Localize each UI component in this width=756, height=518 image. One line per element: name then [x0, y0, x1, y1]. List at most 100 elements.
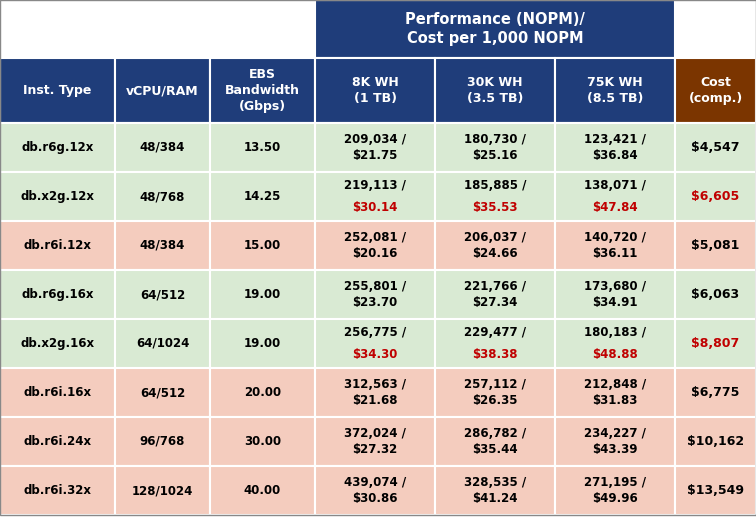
Bar: [210, 172, 315, 221]
Text: 180,183 /: 180,183 /: [584, 326, 646, 339]
Bar: [555, 466, 675, 515]
Bar: [675, 0, 756, 58]
Bar: [435, 172, 555, 221]
Text: 13.50: 13.50: [244, 141, 281, 154]
Text: 206,037 /
$24.66: 206,037 / $24.66: [464, 231, 526, 260]
Text: 252,081 /
$20.16: 252,081 / $20.16: [344, 231, 406, 260]
Text: 40.00: 40.00: [244, 484, 281, 497]
Text: 123,421 /
$36.84: 123,421 / $36.84: [584, 133, 646, 162]
Bar: [555, 368, 675, 417]
Text: 257,112 /
$26.35: 257,112 / $26.35: [464, 378, 526, 407]
Text: 128/1024: 128/1024: [132, 484, 194, 497]
Text: 30.00: 30.00: [244, 435, 281, 448]
Bar: [0, 319, 115, 368]
Bar: [115, 270, 210, 319]
Text: 229,477 /: 229,477 /: [464, 326, 526, 339]
Bar: [0, 221, 115, 270]
Bar: [675, 221, 756, 270]
Text: 209,034 /
$21.75: 209,034 / $21.75: [344, 133, 406, 162]
Text: 48/384: 48/384: [140, 141, 185, 154]
Text: 64/512: 64/512: [140, 386, 185, 399]
Text: 48/384: 48/384: [140, 239, 185, 252]
Text: $34.30: $34.30: [352, 348, 398, 361]
Bar: [555, 123, 675, 172]
Text: 64/512: 64/512: [140, 288, 185, 301]
Text: db.r6i.12x: db.r6i.12x: [23, 239, 91, 252]
Text: 15.00: 15.00: [244, 239, 281, 252]
Text: $6,605: $6,605: [692, 190, 739, 203]
Text: 221,766 /
$27.34: 221,766 / $27.34: [464, 280, 526, 309]
Text: 212,848 /
$31.83: 212,848 / $31.83: [584, 378, 646, 407]
Bar: [555, 172, 675, 221]
Text: 173,680 /
$34.91: 173,680 / $34.91: [584, 280, 646, 309]
Text: $4,547: $4,547: [691, 141, 740, 154]
Text: 439,074 /
$30.86: 439,074 / $30.86: [344, 476, 406, 505]
Bar: [675, 368, 756, 417]
Text: $6,063: $6,063: [692, 288, 739, 301]
Bar: [210, 58, 315, 123]
Text: vCPU/RAM: vCPU/RAM: [126, 84, 199, 97]
Bar: [210, 319, 315, 368]
Text: 48/768: 48/768: [140, 190, 185, 203]
Text: 219,113 /: 219,113 /: [344, 179, 406, 192]
Bar: [315, 58, 435, 123]
Bar: [0, 270, 115, 319]
Text: 312,563 /
$21.68: 312,563 / $21.68: [344, 378, 406, 407]
Bar: [555, 270, 675, 319]
Text: 30K WH
(3.5 TB): 30K WH (3.5 TB): [466, 76, 523, 105]
Bar: [210, 466, 315, 515]
Bar: [435, 270, 555, 319]
Bar: [315, 319, 435, 368]
Text: 14.25: 14.25: [244, 190, 281, 203]
Bar: [315, 417, 435, 466]
Text: Inst. Type: Inst. Type: [23, 84, 91, 97]
Bar: [675, 417, 756, 466]
Text: Performance (NOPM)/
Cost per 1,000 NOPM: Performance (NOPM)/ Cost per 1,000 NOPM: [405, 12, 585, 46]
Text: db.r6g.16x: db.r6g.16x: [21, 288, 94, 301]
Text: 140,720 /
$36.11: 140,720 / $36.11: [584, 231, 646, 260]
Bar: [210, 123, 315, 172]
Text: 286,782 /
$35.44: 286,782 / $35.44: [464, 427, 526, 456]
Text: 96/768: 96/768: [140, 435, 185, 448]
Text: 64/1024: 64/1024: [136, 337, 189, 350]
Bar: [315, 221, 435, 270]
Text: 180,730 /
$25.16: 180,730 / $25.16: [464, 133, 526, 162]
Bar: [675, 270, 756, 319]
Bar: [0, 0, 115, 58]
Bar: [435, 368, 555, 417]
Bar: [555, 221, 675, 270]
Bar: [210, 417, 315, 466]
Bar: [315, 270, 435, 319]
Bar: [435, 417, 555, 466]
Bar: [0, 58, 115, 123]
Text: 20.00: 20.00: [244, 386, 281, 399]
Text: 255,801 /
$23.70: 255,801 / $23.70: [344, 280, 406, 309]
Text: 271,195 /
$49.96: 271,195 / $49.96: [584, 476, 646, 505]
Bar: [115, 172, 210, 221]
Bar: [0, 368, 115, 417]
Bar: [555, 319, 675, 368]
Bar: [315, 0, 675, 58]
Bar: [315, 368, 435, 417]
Bar: [555, 417, 675, 466]
Bar: [0, 123, 115, 172]
Bar: [115, 466, 210, 515]
Bar: [675, 172, 756, 221]
Bar: [435, 221, 555, 270]
Text: 256,775 /: 256,775 /: [344, 326, 406, 339]
Bar: [555, 58, 675, 123]
Text: 185,885 /: 185,885 /: [464, 179, 526, 192]
Bar: [435, 466, 555, 515]
Bar: [315, 172, 435, 221]
Text: 328,535 /
$41.24: 328,535 / $41.24: [464, 476, 526, 505]
Text: $6,775: $6,775: [691, 386, 739, 399]
Bar: [115, 58, 210, 123]
Text: 372,024 /
$27.32: 372,024 / $27.32: [344, 427, 406, 456]
Text: 19.00: 19.00: [244, 337, 281, 350]
Bar: [210, 0, 315, 58]
Bar: [435, 58, 555, 123]
Text: $47.84: $47.84: [592, 201, 638, 214]
Bar: [115, 221, 210, 270]
Text: db.r6g.12x: db.r6g.12x: [21, 141, 94, 154]
Bar: [115, 0, 210, 58]
